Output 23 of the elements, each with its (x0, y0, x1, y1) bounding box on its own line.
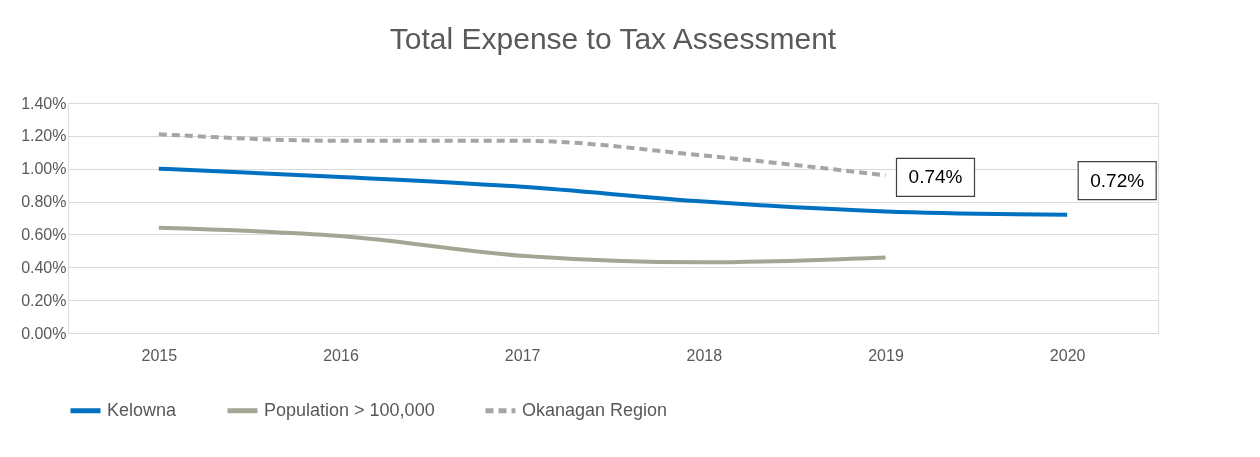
x-tick-label: 2016 (323, 346, 359, 364)
legend-label: Population > 100,000 (264, 399, 435, 420)
line-series (156, 166, 1070, 217)
y-tick-label: 0.60% (21, 225, 67, 243)
x-tick-label: 2015 (141, 346, 178, 364)
y-tick-label: 0.80% (21, 193, 67, 211)
x-tick-label: 2017 (504, 346, 541, 364)
y-tick-label: 1.00% (21, 160, 67, 178)
x-tick-label: 2018 (686, 346, 723, 364)
y-tick-label: 0.00% (21, 324, 67, 342)
y-tick-label: 0.40% (21, 258, 67, 276)
x-tick-label: 2019 (868, 346, 904, 364)
chart-title: Total Expense to Tax Assessment (389, 22, 837, 55)
legend-label: Okanagan Region (522, 399, 668, 420)
x-tick-label: 2020 (1049, 346, 1086, 364)
y-tick-label: 0.20% (21, 291, 67, 309)
line-series (156, 132, 888, 178)
legend-label: Kelowna (107, 399, 178, 420)
y-tick-label: 1.20% (21, 127, 67, 145)
data-label: 0.74% (908, 166, 963, 188)
line-series (156, 225, 888, 265)
y-tick-label: 1.40% (21, 94, 67, 112)
data-label: 0.72% (1090, 169, 1145, 191)
